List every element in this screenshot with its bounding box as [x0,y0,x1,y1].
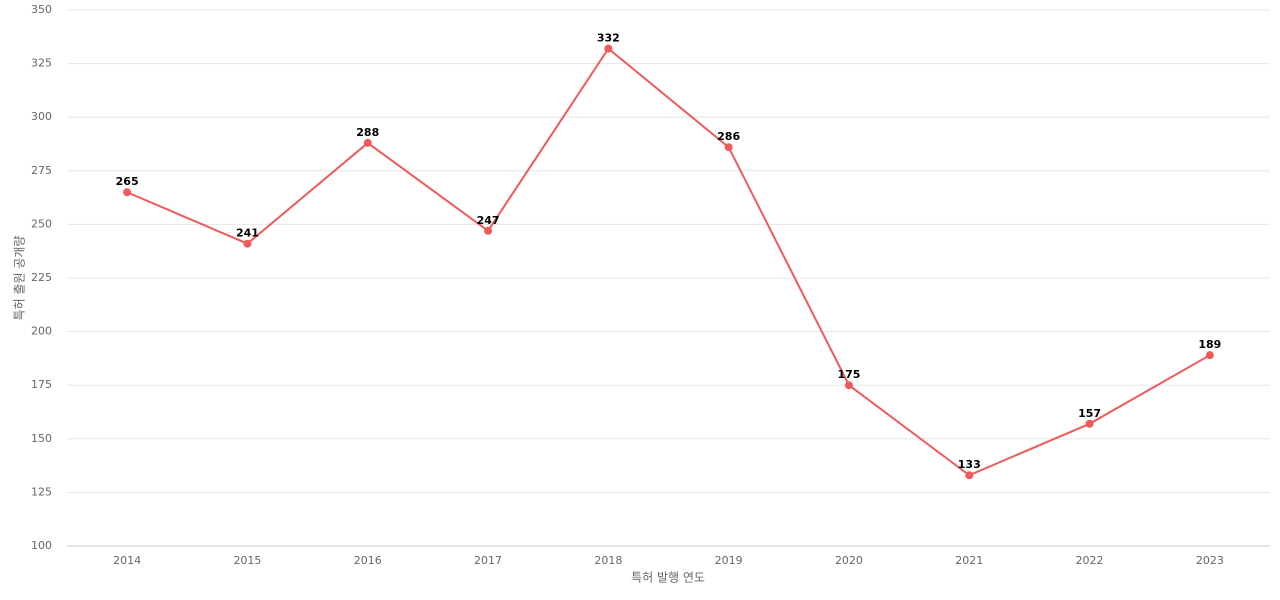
value-label: 288 [356,126,379,139]
value-label: 286 [717,130,740,143]
value-label: 241 [236,227,259,240]
point [604,44,613,53]
y-axis-label: 특허 출원 공개량 [13,236,27,321]
y-tick-label: 125 [31,485,52,498]
x-tick-label: 2015 [233,554,261,567]
x-tick-label: 2022 [1076,554,1104,567]
y-tick-label: 250 [31,217,52,230]
x-tick-label: 2020 [835,554,863,567]
value-label: 133 [958,458,981,471]
y-tick-label: 225 [31,271,52,284]
point [1205,351,1214,360]
value-label: 189 [1198,338,1221,351]
point [363,138,372,147]
x-tick-label: 2014 [113,554,141,567]
point [1085,419,1094,428]
point [123,188,132,197]
point [844,381,853,390]
point [243,239,252,248]
y-tick-label: 275 [31,164,52,177]
x-axis-label: 특허 발행 연도 [631,570,705,585]
y-tick-label: 175 [31,378,52,391]
value-label: 247 [477,214,500,227]
value-label: 157 [1078,407,1101,420]
point [484,226,493,235]
value-label: 175 [837,368,860,381]
y-tick-label: 350 [31,3,52,16]
point [724,143,733,152]
x-tick-label: 2021 [955,554,983,567]
y-tick-label: 300 [31,110,52,123]
x-tick-label: 2018 [594,554,622,567]
point [965,471,974,480]
x-tick-label: 2019 [715,554,743,567]
y-tick-label: 100 [31,539,52,552]
line [126,47,1211,477]
x-tick-label: 2023 [1196,554,1224,567]
y-tick-label: 150 [31,432,52,445]
y-tick-label: 200 [31,325,52,338]
x-tick-label: 2016 [354,554,382,567]
x-tick-label: 2017 [474,554,502,567]
value-label: 265 [116,175,139,188]
value-label: 332 [597,32,620,45]
y-tick-label: 325 [31,57,52,70]
